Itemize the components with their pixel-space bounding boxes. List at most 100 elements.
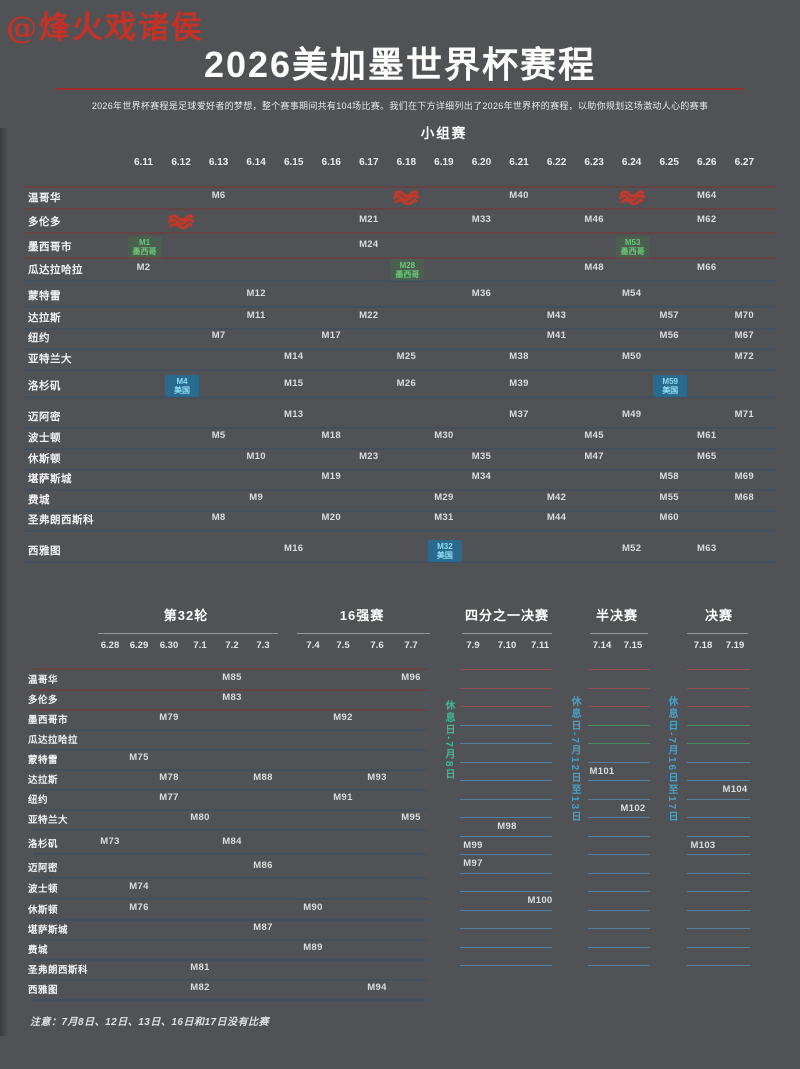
match-cell: M102 <box>620 802 646 814</box>
team-tag: 美国 <box>662 386 679 395</box>
date-header: 6.11 <box>134 157 153 168</box>
match-cell: M38 <box>509 351 529 362</box>
row-separator <box>588 835 650 837</box>
page-title: 2026美加墨世界杯赛程 <box>203 44 597 85</box>
row-separator <box>33 749 427 751</box>
date-header: 6.28 <box>100 640 120 651</box>
date-header: 6.19 <box>434 157 454 168</box>
date-header: 6.25 <box>659 157 679 168</box>
left-edge-shadow <box>0 128 8 1036</box>
row-separator <box>33 939 427 941</box>
match-cell: M30 <box>434 430 454 441</box>
match-cell: M82 <box>190 982 210 993</box>
row-separator <box>687 798 750 800</box>
match-cell: M94 <box>367 982 387 993</box>
match-cell: M2 <box>136 262 151 273</box>
row-separator <box>687 780 750 781</box>
match-cell: M81 <box>190 962 210 973</box>
row-separator <box>25 208 776 210</box>
city-label: 波士顿 <box>28 432 61 444</box>
row-separator <box>588 946 650 948</box>
match-cell: M54 <box>621 288 642 299</box>
match-cell: M45 <box>584 430 604 441</box>
match-cell: M39 <box>509 378 529 389</box>
row-separator <box>687 743 750 744</box>
stage-title: 决赛 <box>704 608 733 623</box>
match-cell: M93 <box>367 772 387 783</box>
row-separator <box>33 877 427 879</box>
date-header: 7.1 <box>193 640 207 651</box>
row-separator <box>588 817 650 818</box>
date-header: 7.2 <box>225 640 239 651</box>
city-label: 圣弗朗西斯科 <box>28 965 89 976</box>
row-separator <box>33 729 427 731</box>
date-header: 6.22 <box>546 157 567 168</box>
date-header: 6.26 <box>697 157 717 168</box>
row-separator <box>460 817 552 818</box>
match-cell: M18 <box>321 430 341 441</box>
footnote: 注意：7月8日、12日、13日、16日和17日没有比赛 <box>30 1017 270 1028</box>
match-cell: M65 <box>697 451 717 462</box>
city-label: 达拉斯 <box>28 312 61 324</box>
date-header: 7.9 <box>466 640 480 651</box>
row-separator <box>25 561 776 563</box>
row-separator <box>687 965 750 966</box>
row-separator <box>460 946 552 948</box>
match-cell-highlight: M59 美国 <box>653 375 688 397</box>
match-cell: M40 <box>509 190 529 201</box>
match-cell: M35 <box>471 451 492 462</box>
rest-day-label: 休息日-7月16日至17日 <box>666 696 677 824</box>
match-cell: M70 <box>734 310 754 321</box>
city-label: 洛杉矶 <box>28 380 61 392</box>
date-header: 6.27 <box>734 157 755 168</box>
city-label: 休斯顿 <box>28 453 61 465</box>
team-tag: 墨西哥 <box>132 247 157 256</box>
city-label: 费城 <box>28 494 50 506</box>
redacted-match-scribble <box>167 213 195 230</box>
match-cell: M90 <box>303 902 323 913</box>
city-label: 西雅图 <box>28 985 59 996</box>
row-separator <box>687 687 750 689</box>
city-label: 迈阿密 <box>28 863 59 874</box>
row-separator <box>460 743 552 744</box>
row-separator <box>33 769 427 771</box>
city-label: 纽约 <box>28 795 49 806</box>
match-cell: M12 <box>246 288 266 299</box>
date-header: 6.21 <box>509 157 529 168</box>
match-cell: M49 <box>621 409 642 420</box>
city-label: 墨西哥市 <box>28 241 72 253</box>
match-cell: M91 <box>333 792 353 803</box>
row-separator <box>687 706 750 707</box>
match-cell: M29 <box>434 492 454 503</box>
match-cell-highlight: M28 墨西哥 <box>390 259 425 281</box>
date-header: 6.30 <box>159 640 179 651</box>
match-cell: M50 <box>621 351 642 362</box>
match-cell: M96 <box>401 672 421 683</box>
match-cell: M72 <box>734 351 754 362</box>
row-separator <box>460 706 552 707</box>
team-tag: 美国 <box>174 386 191 395</box>
city-label: 多伦多 <box>28 695 59 706</box>
match-cell: M16 <box>283 543 304 554</box>
row-separator <box>460 928 552 929</box>
match-cell: M79 <box>159 712 179 723</box>
match-cell: M33 <box>471 214 492 225</box>
date-header: 7.11 <box>531 640 549 651</box>
match-cell: M86 <box>253 860 273 871</box>
city-label: 蒙特雷 <box>28 290 61 302</box>
match-cell-highlight: M53 墨西哥 <box>615 236 650 258</box>
stage-title: 四分之一决赛 <box>464 608 549 623</box>
row-separator <box>33 809 427 811</box>
match-cell: M5 <box>211 430 226 441</box>
match-cell: M17 <box>321 330 341 341</box>
city-label: 温哥华 <box>28 675 59 686</box>
match-cell: M75 <box>129 752 149 763</box>
city-label: 纽约 <box>28 332 50 344</box>
row-separator <box>460 965 552 966</box>
row-separator <box>25 186 776 188</box>
match-cell: M74 <box>129 881 149 892</box>
date-header: 7.5 <box>336 640 350 651</box>
row-separator <box>25 489 776 491</box>
row-separator <box>687 817 750 818</box>
match-cell: M87 <box>253 922 273 933</box>
